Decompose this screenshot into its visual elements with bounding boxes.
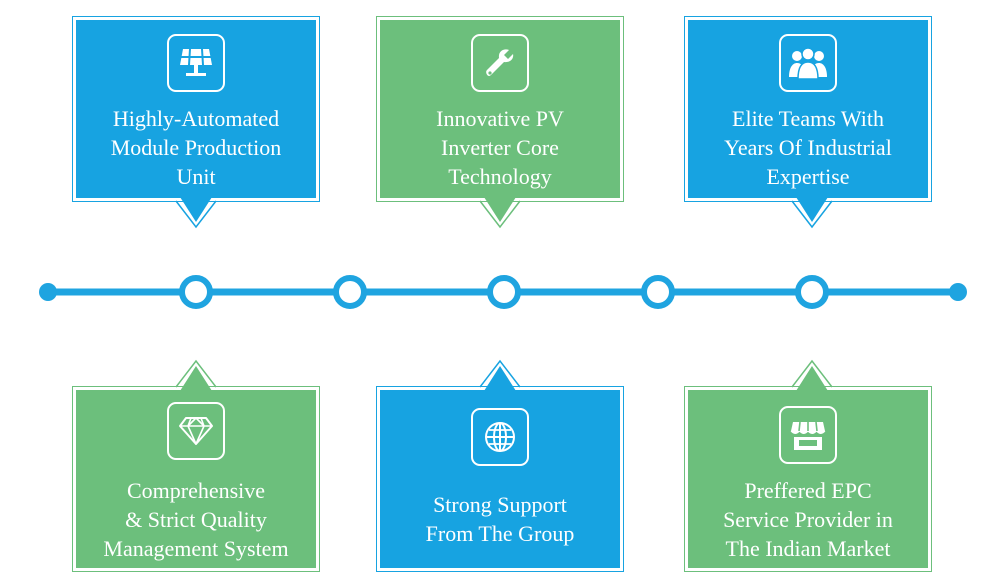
bottom-card-2-pointer-outline <box>479 359 521 388</box>
globe-icon <box>471 408 529 466</box>
top-card-3-pointer <box>796 197 828 222</box>
wrench-icon <box>471 34 529 92</box>
top-card-3-label: Elite Teams With Years Of Industrial Exp… <box>724 106 892 189</box>
timeline-node-4 <box>641 275 675 309</box>
timeline-node-3 <box>487 275 521 309</box>
top-card-3-pointer-outline <box>791 200 833 229</box>
timeline-node-1 <box>179 275 213 309</box>
bottom-card-1-label: Comprehensive & Strict Quality Managemen… <box>103 478 289 561</box>
top-card-1: Highly-Automated Module Production Unit <box>72 16 320 202</box>
bottom-card-2-label: Strong Support From The Group <box>425 492 575 546</box>
top-card-2-pointer-outline <box>479 200 521 229</box>
team-icon <box>779 34 837 92</box>
bottom-card-1: Comprehensive & Strict Quality Managemen… <box>72 386 320 572</box>
top-card-2-label: Innovative PV Inverter Core Technology <box>436 106 564 189</box>
diamond-icon <box>167 402 225 460</box>
timeline-node-2 <box>333 275 367 309</box>
top-card-2-pointer <box>484 197 516 222</box>
bottom-card-2-pointer <box>484 366 516 391</box>
solar-panel-icon <box>167 34 225 92</box>
top-card-1-pointer-outline <box>175 200 217 229</box>
bottom-card-1-pointer-outline <box>175 359 217 388</box>
bottom-card-1-pointer <box>180 366 212 391</box>
timeline-end-dot <box>949 283 967 301</box>
store-icon <box>779 406 837 464</box>
bottom-card-3-pointer <box>796 366 828 391</box>
top-card-2: Innovative PV Inverter Core Technology <box>376 16 624 202</box>
timeline-start-dot <box>39 283 57 301</box>
top-card-3: Elite Teams With Years Of Industrial Exp… <box>684 16 932 202</box>
timeline-node-5 <box>795 275 829 309</box>
bottom-card-3: Preffered EPC Service Provider in The In… <box>684 386 932 572</box>
top-card-1-label: Highly-Automated Module Production Unit <box>110 106 282 189</box>
bottom-card-3-pointer-outline <box>791 359 833 388</box>
bottom-card-2: Strong Support From The Group <box>376 386 624 572</box>
top-card-1-pointer <box>180 197 212 222</box>
bottom-card-3-label: Preffered EPC Service Provider in The In… <box>723 478 893 561</box>
